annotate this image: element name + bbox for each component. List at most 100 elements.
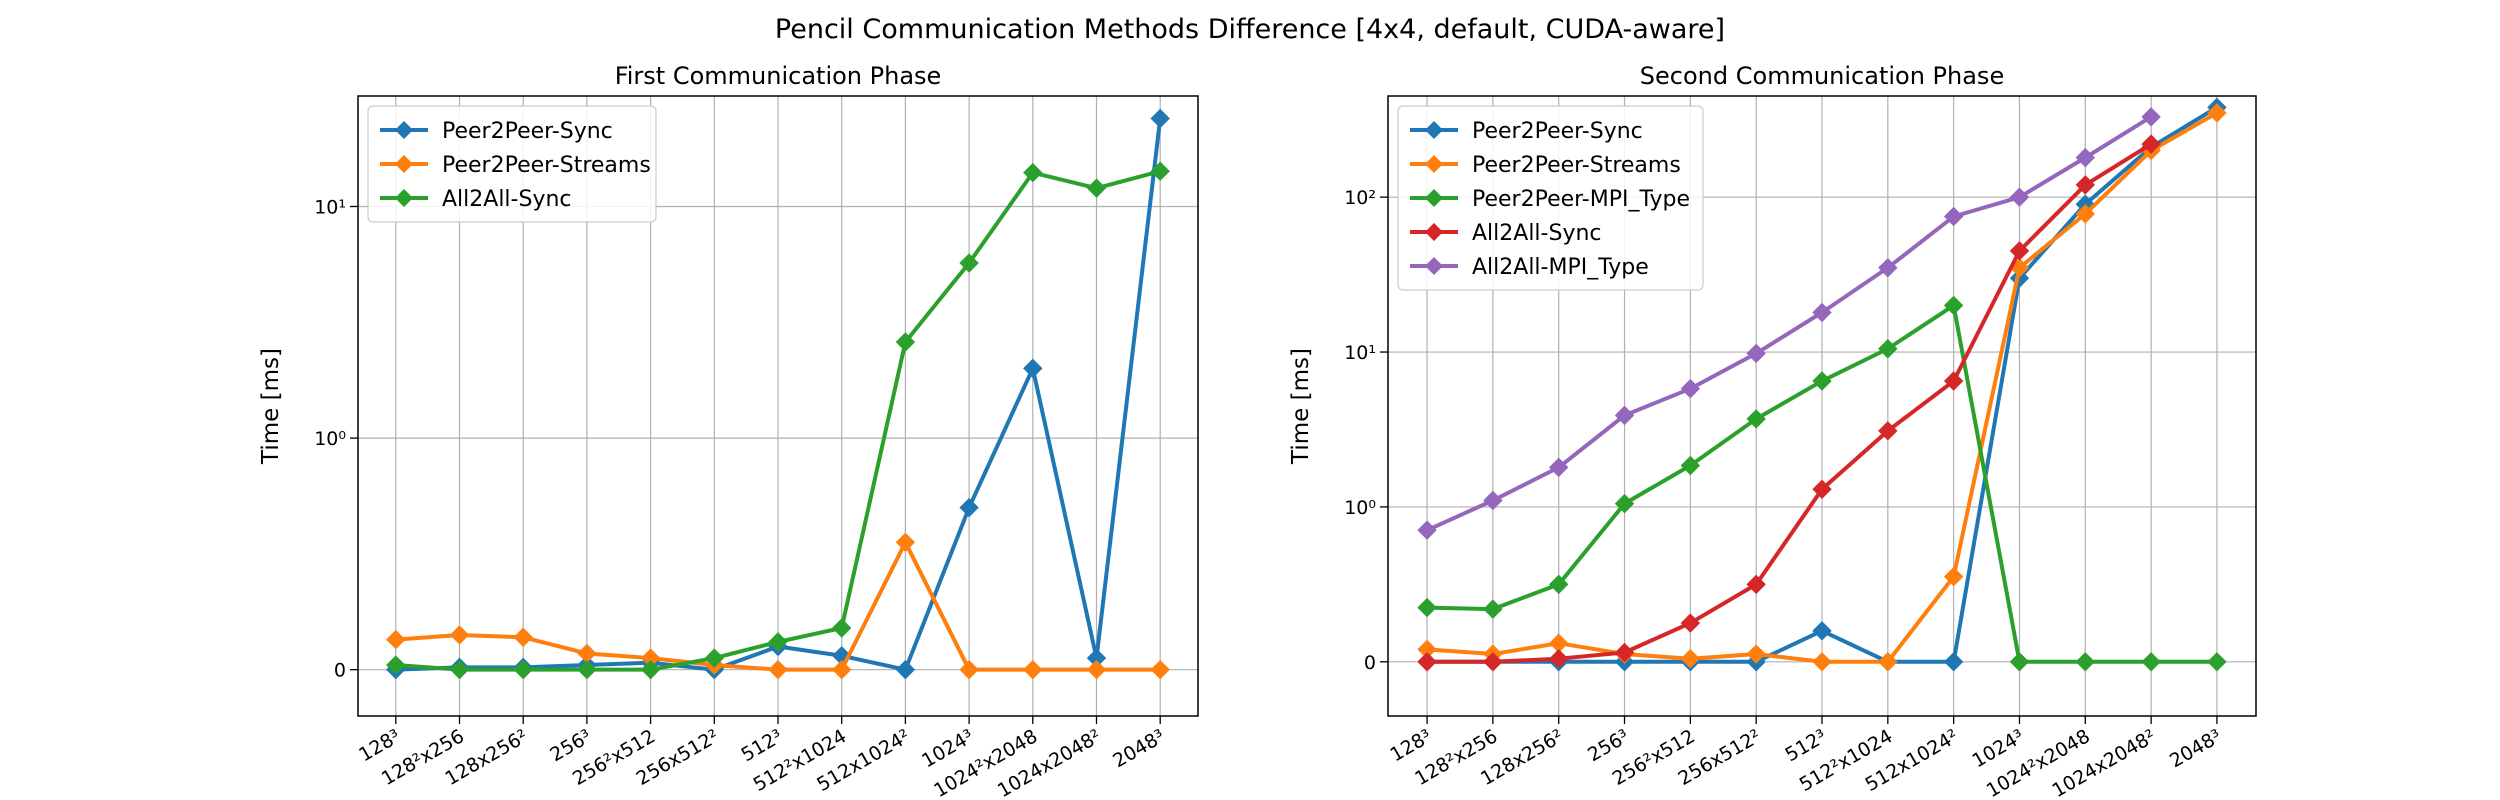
data-point-peer2peer-mpi-type bbox=[2075, 652, 2096, 672]
data-point-peer2peer-streams bbox=[577, 643, 597, 664]
series-line-all2all-sync bbox=[1427, 142, 2153, 664]
y-tick-label: 10⁰ bbox=[314, 428, 346, 450]
legend-marker bbox=[395, 189, 413, 207]
data-point-all2all-mpi-type bbox=[1614, 405, 1635, 426]
data-point-peer2peer-streams bbox=[831, 659, 852, 680]
data-point-peer2peer-sync bbox=[1812, 621, 1832, 641]
legend-marker bbox=[395, 155, 413, 173]
legend-box bbox=[367, 105, 657, 223]
y-tick-label: 0 bbox=[334, 660, 346, 682]
data-point-peer2peer-mpi-type bbox=[1548, 574, 1569, 595]
data-point-peer2peer-mpi-type bbox=[2009, 652, 2030, 672]
legend-label-peer2peer-streams: Peer2Peer-Streams bbox=[442, 153, 651, 178]
chart-panel-second-phase: Second Communication Phase Time [ms] 0 10⁰ 1… bbox=[1288, 62, 2257, 800]
data-point-peer2peer-mpi-type bbox=[2207, 652, 2227, 672]
data-point-peer2peer-mpi-type bbox=[1746, 409, 1766, 429]
data-point-all2all-sync bbox=[1086, 178, 1107, 198]
data-point-all2all-mpi-type bbox=[1878, 258, 1898, 278]
data-point-all2all-sync bbox=[1943, 371, 1964, 391]
data-point-peer2peer-streams bbox=[386, 629, 406, 650]
data-point-peer2peer-streams bbox=[768, 659, 788, 680]
x-tick-label: 2048³ bbox=[1109, 725, 1168, 772]
legend-box bbox=[1397, 105, 1704, 291]
data-point-peer2peer-streams bbox=[449, 625, 470, 645]
data-point-peer2peer-sync bbox=[1943, 652, 1964, 672]
data-point-all2all-sync bbox=[640, 659, 661, 680]
data-point-peer2peer-streams bbox=[1680, 648, 1701, 669]
y-tick-label: 10⁰ bbox=[1344, 497, 1376, 519]
data-point-peer2peer-sync bbox=[895, 659, 916, 680]
legend-marker bbox=[1425, 223, 1443, 241]
data-point-peer2peer-streams bbox=[2075, 204, 2096, 224]
data-point-peer2peer-mpi-type bbox=[1417, 597, 1437, 618]
legend-label-peer2peer-sync: Peer2Peer-Sync bbox=[442, 119, 613, 144]
data-point-peer2peer-sync bbox=[1150, 108, 1170, 129]
data-point-peer2peer-streams bbox=[1878, 652, 1898, 672]
legend: Peer2Peer-Sync Peer2Peer-Streams Peer2Peer… bbox=[1397, 105, 1704, 291]
data-point-peer2peer-streams bbox=[1150, 659, 1170, 680]
data-point-peer2peer-mpi-type bbox=[1680, 455, 1701, 476]
data-point-all2all-sync bbox=[1023, 162, 1043, 183]
legend-label-peer2peer-streams: Peer2Peer-Streams bbox=[1472, 153, 1681, 178]
data-point-peer2peer-mpi-type bbox=[1483, 599, 1503, 619]
legend: Peer2Peer-Sync Peer2Peer-Streams All2All-S… bbox=[367, 105, 657, 223]
data-point-all2all-sync bbox=[449, 659, 470, 680]
data-point-all2all-mpi-type bbox=[1746, 343, 1766, 364]
data-point-peer2peer-streams bbox=[895, 532, 916, 553]
legend-marker bbox=[395, 121, 413, 139]
legend-marker bbox=[1425, 189, 1443, 207]
chart-title: Second Communication Phase bbox=[1640, 62, 2004, 90]
legend-label-all2all-sync: All2All-Sync bbox=[1472, 221, 1602, 246]
data-point-peer2peer-mpi-type bbox=[1878, 339, 1898, 359]
data-point-all2all-sync bbox=[1150, 161, 1170, 181]
data-point-all2all-sync bbox=[959, 253, 979, 273]
legend-label-all2all-mpi-type: All2All-MPI_Type bbox=[1472, 255, 1649, 280]
y-tick-label: 10² bbox=[1344, 187, 1376, 209]
legend-marker bbox=[1425, 121, 1443, 139]
data-point-all2all-sync bbox=[831, 618, 852, 638]
data-point-all2all-mpi-type bbox=[1483, 490, 1503, 511]
data-point-all2all-sync bbox=[2141, 134, 2161, 154]
data-point-peer2peer-sync bbox=[959, 497, 979, 518]
data-point-all2all-sync bbox=[577, 659, 597, 680]
data-point-all2all-sync bbox=[1812, 479, 1832, 499]
y-axis-label: Time [ms] bbox=[1288, 348, 1314, 465]
data-point-peer2peer-streams bbox=[959, 659, 979, 680]
legend-label-peer2peer-mpi-type: Peer2Peer-MPI_Type bbox=[1472, 187, 1690, 212]
series-line-all2all-mpi-type bbox=[1426, 115, 2153, 532]
y-tick-label: 0 bbox=[1364, 652, 1376, 674]
data-point-all2all-mpi-type bbox=[1548, 457, 1569, 478]
legend-marker bbox=[1425, 155, 1443, 173]
data-point-all2all-sync bbox=[1483, 652, 1503, 672]
data-point-all2all-sync bbox=[1680, 613, 1701, 633]
data-point-peer2peer-streams bbox=[1086, 659, 1107, 680]
legend-label-peer2peer-sync: Peer2Peer-Sync bbox=[1472, 119, 1643, 144]
data-point-all2all-sync bbox=[704, 648, 725, 668]
data-point-peer2peer-mpi-type bbox=[1614, 493, 1635, 514]
data-point-peer2peer-streams bbox=[1943, 566, 1964, 587]
x-tick-label: 2048³ bbox=[2166, 725, 2225, 772]
data-point-all2all-mpi-type bbox=[1417, 520, 1437, 540]
data-point-all2all-sync bbox=[2009, 241, 2030, 261]
figure-suptitle: Pencil Communication Methods Difference … bbox=[775, 14, 1725, 45]
chart-title: First Communication Phase bbox=[615, 62, 942, 90]
data-point-all2all-mpi-type bbox=[1943, 206, 1964, 227]
data-point-peer2peer-mpi-type bbox=[1943, 295, 1964, 316]
data-point-peer2peer-streams bbox=[1023, 659, 1043, 680]
data-point-all2all-sync bbox=[895, 332, 916, 352]
data-point-all2all-sync bbox=[1614, 642, 1635, 663]
data-point-all2all-mpi-type bbox=[1812, 302, 1832, 323]
data-point-peer2peer-sync bbox=[1023, 358, 1043, 379]
y-tick-label: 10¹ bbox=[1344, 342, 1376, 364]
data-point-all2all-sync bbox=[386, 655, 406, 675]
legend-marker bbox=[1425, 257, 1443, 275]
chart-panel-first-phase: First Communication Phase Time [ms] 0 10⁰ 10… bbox=[258, 62, 1199, 800]
data-point-peer2peer-streams bbox=[513, 627, 533, 647]
data-point-peer2peer-streams bbox=[2207, 103, 2227, 123]
data-point-all2all-sync bbox=[1746, 574, 1766, 595]
y-axis-label: Time [ms] bbox=[258, 348, 284, 465]
data-point-all2all-mpi-type bbox=[2009, 187, 2030, 207]
y-tick-label: 10¹ bbox=[314, 196, 346, 218]
data-point-peer2peer-streams bbox=[1746, 644, 1766, 664]
